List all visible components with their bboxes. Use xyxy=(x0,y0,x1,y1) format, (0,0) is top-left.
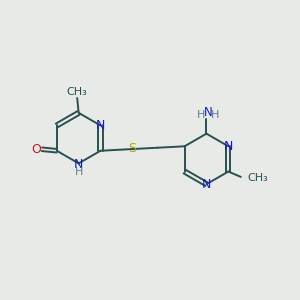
Text: H: H xyxy=(211,110,219,120)
Text: CH₃: CH₃ xyxy=(248,173,268,183)
Text: H: H xyxy=(75,167,83,177)
Text: N: N xyxy=(224,140,233,153)
Text: S: S xyxy=(128,142,136,155)
Text: N: N xyxy=(96,119,105,132)
Text: N: N xyxy=(202,178,211,191)
Text: CH₃: CH₃ xyxy=(67,87,88,97)
Text: N: N xyxy=(204,106,212,119)
Text: N: N xyxy=(74,158,83,171)
Text: H: H xyxy=(197,110,205,120)
Text: O: O xyxy=(31,143,41,156)
